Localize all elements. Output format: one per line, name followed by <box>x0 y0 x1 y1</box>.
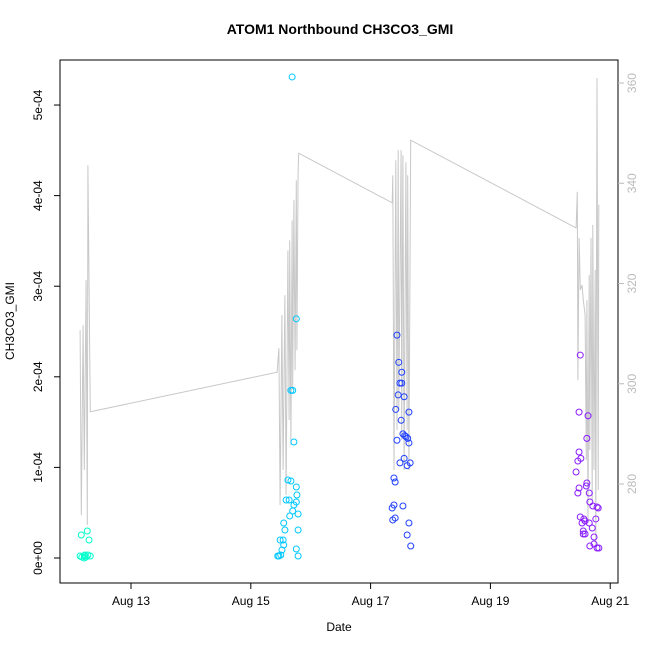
point <box>576 513 584 521</box>
point <box>293 491 301 499</box>
chart-title: ATOM1 Northbound CH3CO3_GMI <box>227 21 454 37</box>
point <box>578 519 586 527</box>
point <box>595 544 603 552</box>
point <box>574 489 582 497</box>
point <box>400 393 408 401</box>
y2-tick-label: 280 <box>625 474 639 494</box>
point <box>292 315 300 323</box>
point <box>588 524 596 532</box>
point <box>388 504 396 512</box>
y2-tick-label: 340 <box>625 173 639 193</box>
point <box>393 331 401 339</box>
point <box>402 433 410 441</box>
point <box>589 502 597 510</box>
point <box>292 545 300 553</box>
point <box>77 531 85 539</box>
point <box>394 391 402 399</box>
y-tick-label: 4e-04 <box>31 180 45 211</box>
x-tick-label: Aug 17 <box>352 594 390 608</box>
point <box>590 533 598 541</box>
x-tick-label: Aug 13 <box>112 594 150 608</box>
point <box>405 408 413 416</box>
point <box>80 554 88 562</box>
point <box>286 512 294 520</box>
point <box>407 542 415 550</box>
point <box>284 476 292 484</box>
y-tick-label: 1e-04 <box>31 452 45 483</box>
point <box>592 515 600 523</box>
point <box>285 496 293 504</box>
point <box>398 368 406 376</box>
point <box>393 436 401 444</box>
point <box>581 530 589 538</box>
point <box>593 503 601 511</box>
x-tick-label: Aug 19 <box>471 594 509 608</box>
point <box>276 536 284 544</box>
point <box>390 474 398 482</box>
y-tick-label: 0e+00 <box>31 541 45 575</box>
point <box>583 479 591 487</box>
point <box>583 434 591 442</box>
point <box>585 489 593 497</box>
point <box>83 527 91 535</box>
point <box>294 552 302 560</box>
point <box>585 519 593 527</box>
y2-tick-label: 360 <box>625 73 639 93</box>
y-tick-label: 2e-04 <box>31 361 45 392</box>
point <box>398 379 406 387</box>
point <box>404 434 412 442</box>
point <box>289 386 297 394</box>
point <box>576 351 584 359</box>
point <box>584 412 592 420</box>
point <box>403 531 411 539</box>
point <box>281 526 289 534</box>
point <box>392 405 400 413</box>
point <box>278 546 286 554</box>
x-tick-label: Aug 15 <box>232 594 270 608</box>
y2-line <box>79 77 600 551</box>
point <box>274 552 282 560</box>
y-tick-label: 3e-04 <box>31 271 45 302</box>
point <box>574 457 582 465</box>
point <box>575 484 583 492</box>
point <box>397 416 405 424</box>
point <box>405 519 413 527</box>
point <box>575 448 583 456</box>
y2-tick-label: 320 <box>625 273 639 293</box>
point <box>399 502 407 510</box>
point <box>282 496 290 504</box>
x-axis-label: Date <box>326 620 352 634</box>
point <box>280 519 288 527</box>
point <box>400 454 408 462</box>
point <box>582 482 590 490</box>
y2-tick-label: 300 <box>625 373 639 393</box>
point <box>289 507 297 515</box>
point <box>287 477 295 485</box>
point <box>586 542 594 550</box>
point <box>389 516 397 524</box>
y-tick-label: 5e-04 <box>31 89 45 120</box>
point <box>294 526 302 534</box>
point <box>290 438 298 446</box>
y-axis-label: CH3CO3_GMI <box>3 282 17 360</box>
x-tick-label: Aug 21 <box>591 594 629 608</box>
point <box>575 408 583 416</box>
point <box>396 459 404 467</box>
point <box>572 468 580 476</box>
point <box>279 536 287 544</box>
point <box>403 462 411 470</box>
point <box>391 478 399 486</box>
plot-frame <box>59 59 619 584</box>
point <box>288 73 296 81</box>
point <box>85 536 93 544</box>
point <box>292 483 300 491</box>
point <box>294 510 302 518</box>
point <box>405 439 413 447</box>
point <box>81 551 89 559</box>
point <box>395 358 403 366</box>
